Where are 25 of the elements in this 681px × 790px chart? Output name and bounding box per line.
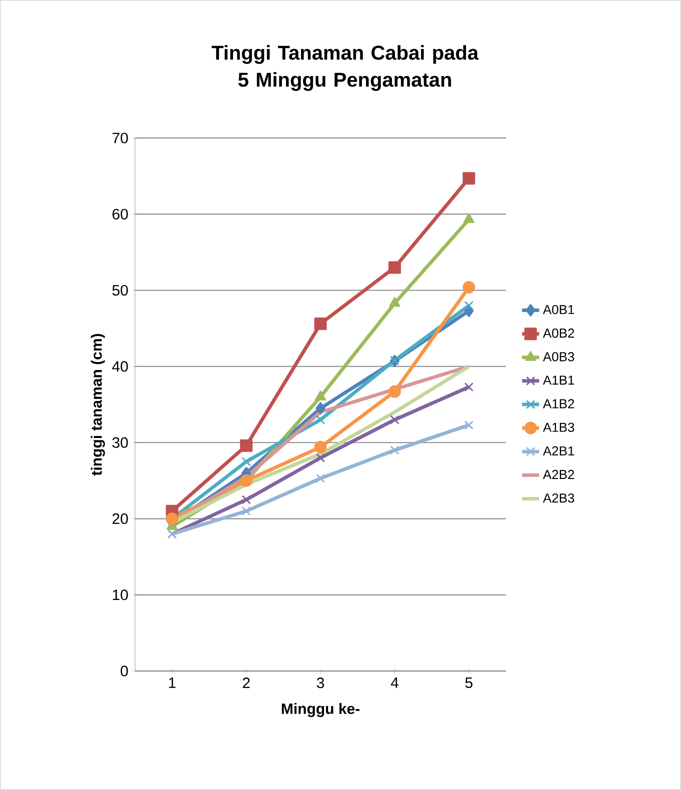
- y-tick-label: 70: [112, 132, 128, 144]
- legend-label: A1B3: [542, 422, 574, 432]
- y-tick-label: 20: [112, 513, 128, 524]
- x-axis-title: Minggu ke-: [282, 703, 360, 718]
- y-tick-label: 40: [112, 361, 128, 372]
- y-tick-label: 10: [112, 590, 128, 600]
- x-tick-label: 5: [465, 678, 472, 688]
- x-tick-label: 2: [242, 678, 250, 688]
- y-tick-label: 60: [112, 208, 128, 220]
- legend-label: A2B1: [542, 446, 574, 456]
- y-tick-label: 30: [112, 437, 128, 448]
- y-axis-title: tinggi tanaman (cm): [90, 334, 105, 476]
- legend-label: A2B2: [542, 470, 574, 479]
- y-tick-label: 50: [112, 284, 128, 296]
- legend-label: A0B1: [542, 304, 574, 314]
- legend-label: A0B2: [542, 328, 574, 338]
- y-tick-label: 0: [120, 666, 128, 676]
- legend-label: A0B3: [542, 352, 574, 362]
- legend-label: A1B1: [542, 376, 574, 385]
- x-tick-label: 1: [169, 678, 176, 688]
- legend-label: A2B3: [542, 493, 574, 503]
- x-tick-label: 3: [316, 678, 324, 688]
- legend-label: A1B2: [542, 399, 574, 408]
- x-tick-label: 4: [390, 678, 398, 688]
- chart-title: Tinggi Tanaman Cabai pada 5 Minggu Pengamatan: [212, 45, 479, 91]
